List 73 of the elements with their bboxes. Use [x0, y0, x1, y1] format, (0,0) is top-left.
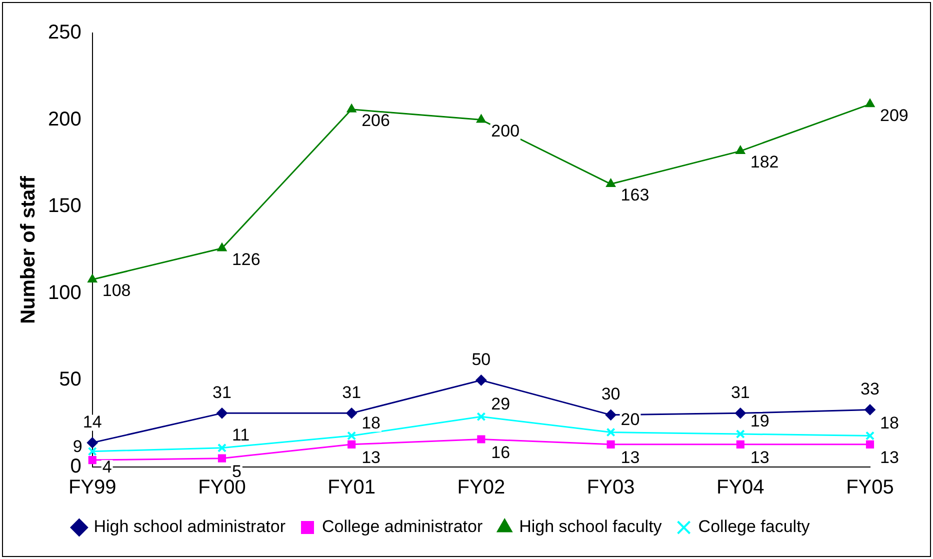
y-tick-label: 250: [48, 22, 82, 44]
point: [606, 440, 615, 448]
point: [88, 446, 97, 456]
point: [88, 456, 96, 464]
legend-label: High school administrator: [94, 517, 286, 536]
data-label: 13: [750, 448, 770, 468]
x-tick-label: FY04: [716, 476, 764, 499]
data-label: 20: [620, 410, 640, 429]
data-label: 5: [232, 462, 242, 482]
data-label: 13: [362, 448, 380, 468]
y-tick-label: 0: [70, 456, 82, 478]
y-axis-title: Number of staff: [18, 176, 40, 324]
data-label: 200: [491, 121, 520, 140]
data-label: 19: [750, 412, 770, 431]
data-label: 31: [730, 382, 750, 402]
data-label: 9: [72, 437, 82, 456]
point: [866, 440, 874, 448]
point: [348, 440, 356, 448]
point: [865, 98, 875, 108]
x-tick-label: FY03: [586, 476, 635, 499]
data-label: 18: [362, 413, 380, 432]
legend-label: High school faculty: [519, 517, 662, 536]
data-label: 163: [620, 186, 650, 205]
point: [217, 242, 227, 252]
data-label: 13: [880, 448, 899, 468]
point: [476, 412, 486, 422]
data-label: 30: [601, 384, 620, 404]
data-label: 182: [750, 152, 779, 172]
x-tick-label: FY05: [846, 476, 894, 499]
point: [736, 429, 745, 439]
data-label: 13: [620, 448, 640, 468]
x-tick-label: FY01: [328, 476, 376, 499]
point: [606, 428, 616, 437]
point: [216, 408, 228, 419]
point: [346, 408, 358, 419]
data-label: 29: [491, 394, 510, 414]
legend-label: College faculty: [698, 517, 810, 536]
legend-label: College administrator: [322, 517, 483, 536]
data-label: 33: [860, 379, 880, 398]
y-tick-label: 100: [48, 282, 82, 304]
point: [736, 146, 746, 154]
point: [86, 437, 98, 448]
x-tick-label: FY99: [68, 476, 116, 499]
data-label: 209: [880, 106, 908, 125]
data-label: 206: [362, 111, 390, 130]
point: [736, 440, 744, 448]
y-tick-label: 200: [48, 108, 82, 130]
data-label: 108: [102, 281, 131, 300]
point: [865, 431, 875, 440]
point: [476, 374, 487, 386]
data-label: 18: [880, 413, 899, 432]
x-tick-label: FY02: [457, 476, 506, 499]
data-label: 11: [232, 426, 250, 445]
point: [476, 114, 486, 123]
y-tick-label: 50: [59, 368, 82, 391]
point: [346, 104, 356, 112]
data-label: 126: [232, 250, 260, 269]
data-label: 4: [102, 458, 112, 477]
data-label: 14: [82, 412, 102, 432]
point: [347, 431, 356, 440]
data-label: 50: [472, 350, 491, 369]
point: [734, 408, 746, 419]
point: [477, 435, 486, 444]
data-label: 31: [212, 382, 232, 402]
point: [88, 274, 98, 283]
point: [606, 178, 616, 188]
point: [217, 443, 227, 452]
y-tick-label: 150: [48, 195, 82, 218]
data-label: 16: [491, 442, 510, 462]
point: [218, 454, 226, 462]
point: [864, 404, 876, 416]
point: [605, 409, 616, 420]
data-label: 31: [342, 382, 362, 402]
